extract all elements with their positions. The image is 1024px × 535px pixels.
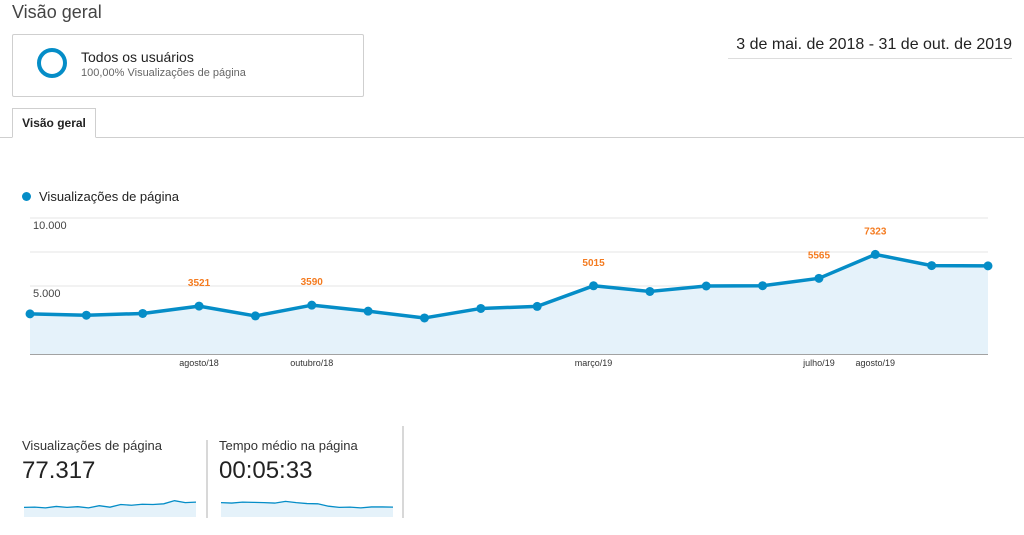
data-point[interactable]: [476, 303, 486, 313]
data-point[interactable]: [758, 281, 768, 291]
sparkline-area: [221, 501, 393, 517]
segment-card[interactable]: Todos os usuários 100,00% Visualizações …: [12, 34, 364, 97]
sparkline-line: [23, 500, 197, 509]
tab-divider: [0, 137, 1024, 138]
sparkline-pageviews: [23, 500, 197, 517]
metric-label: Tempo médio na página: [219, 438, 358, 453]
series-line: [29, 252, 989, 320]
series-area: [30, 254, 988, 354]
data-label: 7323: [864, 226, 887, 237]
data-point[interactable]: [589, 281, 599, 291]
data-label: 5015: [582, 258, 605, 269]
data-point[interactable]: [25, 309, 35, 319]
pageviews-chart[interactable]: 10.000 5.000 3521 3590 5015 5565 7323 agosto/18…: [0, 206, 1024, 376]
metric-divider: [402, 426, 404, 518]
segment-circle-icon: [37, 48, 67, 78]
tab-visao-geral[interactable]: Visão geral: [12, 108, 96, 138]
metric-value: 77.317: [22, 457, 96, 484]
date-range-picker[interactable]: 3 de mai. de 2018 - 31 de out. de 2019: [728, 36, 1012, 59]
metric-label: Visualizações de página: [22, 438, 162, 453]
metric-value: 00:05:33: [219, 457, 313, 484]
legend-dot-icon: [22, 192, 31, 202]
data-point[interactable]: [870, 249, 880, 259]
data-point[interactable]: [419, 313, 429, 323]
data-point[interactable]: [194, 301, 204, 311]
page-title: Visão geral: [12, 2, 102, 22]
data-point[interactable]: [814, 273, 824, 283]
sparkline-area: [24, 500, 196, 517]
sparkline-avg-time: [220, 500, 394, 517]
data-point[interactable]: [363, 306, 373, 316]
data-point[interactable]: [250, 311, 260, 321]
segment-subtitle: 100,00% Visualizações de página: [81, 67, 246, 79]
data-label: 3590: [301, 277, 324, 288]
x-tick-label: agosto/18: [179, 358, 219, 368]
metric-avg-time[interactable]: Tempo médio na página 00:05:33: [219, 438, 395, 517]
x-tick-label: julho/19: [802, 358, 835, 368]
metric-pageviews[interactable]: Visualizações de página 77.317: [22, 438, 198, 517]
y-tick-label: 10.000: [33, 220, 67, 232]
chart-legend[interactable]: Visualizações de página: [22, 189, 179, 204]
y-tick-label: 5.000: [33, 288, 61, 300]
data-point[interactable]: [532, 301, 542, 311]
data-point[interactable]: [927, 261, 937, 271]
x-tick-label: agosto/19: [856, 358, 896, 368]
metric-divider: [206, 440, 208, 518]
x-tick-label: outubro/18: [290, 358, 333, 368]
data-point[interactable]: [138, 308, 148, 318]
data-point[interactable]: [701, 281, 711, 291]
data-point[interactable]: [307, 300, 317, 310]
sparkline-line: [220, 500, 394, 509]
x-tick-label: março/19: [575, 358, 613, 368]
data-label: 5565: [808, 250, 831, 261]
data-label: 3521: [188, 278, 211, 289]
segment-name: Todos os usuários: [81, 49, 194, 65]
data-point[interactable]: [81, 310, 91, 320]
data-point[interactable]: [645, 286, 655, 296]
legend-label: Visualizações de página: [39, 189, 179, 204]
data-point[interactable]: [983, 261, 993, 271]
